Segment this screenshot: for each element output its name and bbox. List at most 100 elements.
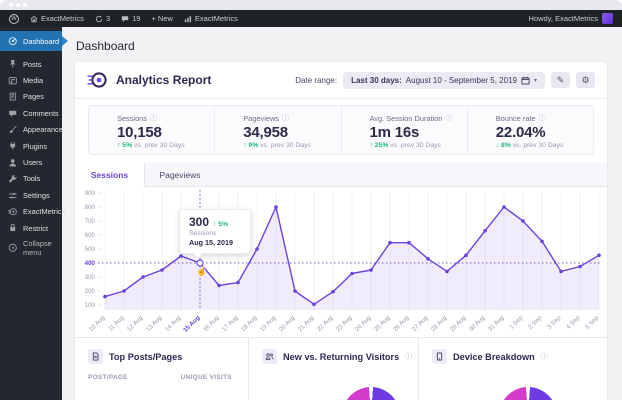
widget-title: Top Posts/Pages [109,351,183,362]
svg-text:26 Aug: 26 Aug [392,314,411,333]
sidebar-item-label: Collapse menu [23,238,52,257]
svg-text:800: 800 [85,204,96,211]
edit-report-button[interactable]: ✎ [551,72,570,88]
page-title: Dashboard [76,39,135,53]
tab-pageviews[interactable]: Pageviews [159,169,201,180]
info-icon[interactable]: ⓘ [538,115,546,122]
svg-text:100: 100 [85,302,96,309]
tooltip-delta: 5% [218,221,229,228]
sidebar-item-label: ExactMetrics [23,207,66,217]
sidebar-item-label: Plugins [23,141,48,151]
new-label: + New [151,14,173,23]
info-icon[interactable]: ⓘ [445,115,453,122]
svg-text:14 Aug: 14 Aug [164,314,183,333]
info-icon[interactable]: ⓘ [405,353,413,361]
comments-menu[interactable]: 19 [121,14,140,23]
exactmetrics-toolbar-menu[interactable]: ExactMetrics [184,14,238,23]
new-vs-returning-pie-chart[interactable] [342,387,400,400]
stat-sessions: Sessions ⓘ 10,158 ↑ 5% vs. prev 30 Days [89,106,214,154]
column-header-post-page: POST/PAGE [88,374,128,381]
sidebar-item-collapse-menu[interactable]: Collapse menu [0,238,62,257]
comments-icon [7,109,18,119]
svg-text:16 Aug: 16 Aug [202,314,221,333]
sidebar-item-posts[interactable]: Posts [0,56,62,72]
sidebar-item-appearance[interactable]: Appearance [0,122,63,138]
calendar-icon [521,76,530,85]
info-icon[interactable]: ⓘ [150,115,157,122]
stat-delta: 8% [501,142,511,149]
date-range-preset: Last 30 days: [351,75,402,85]
sidebar-item-exactmetrics[interactable]: ExactMetrics [0,204,66,220]
stat-delta-suffix: vs. prev 30 Days [390,142,441,149]
wp-admin-bar: W ExactMetrics 3 19 + New ExactMetrics H… [0,10,622,27]
svg-text:30 Aug: 30 Aug [468,314,487,333]
svg-text:17 Aug: 17 Aug [221,314,240,333]
sidebar-item-dashboard[interactable]: Dashboard [0,31,68,51]
window-control-icon[interactable] [16,3,20,7]
sidebar-item-label: Comments [23,108,59,118]
date-range-picker[interactable]: Last 30 days: August 10 - September 5, 2… [343,71,545,89]
appearance-icon [7,125,18,135]
date-range-value: August 10 - September 5, 2019 [405,75,517,85]
sidebar-item-label: Appearance [23,125,63,135]
overview-stats: Sessions ⓘ 10,158 ↑ 5% vs. prev 30 Days P… [75,99,607,163]
svg-text:1 Sep: 1 Sep [508,314,525,331]
window-control-icon[interactable] [23,3,27,7]
info-icon[interactable]: ⓘ [540,353,548,361]
report-header: Analytics Report Date range: Last 30 day… [75,62,607,99]
chart-canvas[interactable]: 900 800 700 600 500 400 300 200 100 10 Aug 11 Aug 1… [75,187,607,337]
stat-label: Avg. Session Duration [369,113,443,123]
sidebar-item-plugins[interactable]: Plugins [0,138,62,154]
svg-text:13 Aug: 13 Aug [145,314,164,333]
window-control-icon[interactable] [9,3,13,7]
tab-sessions[interactable]: Sessions [75,163,145,187]
sidebar-item-tools[interactable]: Tools [0,171,62,187]
sidebar-item-settings[interactable]: Settings [0,187,62,203]
gear-icon: ⚙ [581,74,590,85]
new-vs-returning-card: New vs. Returning Visitors ⓘ [248,338,418,400]
device-icon [432,349,447,364]
device-breakdown-pie-chart[interactable] [499,387,557,400]
sidebar-item-restrict[interactable]: Restrict [0,220,62,236]
stat-value: 1m 16s [369,124,420,141]
stat-delta: 9% [248,142,259,149]
stat-delta: 5% [122,142,133,149]
tools-icon [7,174,18,184]
svg-text:12 Aug: 12 Aug [126,314,145,333]
user-avatar[interactable] [602,13,613,24]
report-title: Analytics Report [116,73,212,87]
sidebar-item-pages[interactable]: Pages [0,89,62,105]
svg-text:21 Aug: 21 Aug [297,314,316,333]
sessions-line-chart[interactable]: 900 800 700 600 500 400 300 200 100 10 Aug 11 Aug 1… [75,187,607,337]
sidebar-item-media[interactable]: Media [0,72,62,88]
svg-text:200: 200 [85,288,96,295]
report-settings-button[interactable]: ⚙ [576,72,595,88]
svg-text:20 Aug: 20 Aug [278,314,297,333]
svg-text:15 Aug: 15 Aug [182,314,202,334]
users-icon [7,158,18,168]
media-icon [7,76,18,86]
svg-text:5 Sep: 5 Sep [584,314,601,331]
comments-count: 19 [132,14,141,23]
stat-label: Sessions [117,113,147,123]
trend-up-icon: ↑ [117,142,121,149]
sidebar-item-label: Pages [23,92,44,102]
svg-text:19 Aug: 19 Aug [259,314,278,333]
sidebar-item-comments[interactable]: Comments [0,105,62,121]
howdy-menu[interactable]: Howdy, ExactMetrics [529,14,598,23]
site-name-menu[interactable]: ExactMetrics [30,14,84,23]
info-icon[interactable]: ⓘ [282,115,289,122]
trend-down-icon: ↓ [495,142,500,149]
new-content-menu[interactable]: + New [151,14,172,23]
updates-menu[interactable]: 3 [95,14,110,23]
posts-icon [7,59,18,69]
device-breakdown-card: Device Breakdown ⓘ [418,338,607,400]
svg-text:3 Sep: 3 Sep [546,314,563,331]
trend-up-icon: ↑ [243,142,247,149]
svg-text:18 Aug: 18 Aug [240,314,259,333]
wp-logo-menu[interactable]: W [9,13,19,24]
plugins-icon [7,141,18,151]
sidebar-item-label: Dashboard [23,36,60,46]
sidebar-item-users[interactable]: Users [0,154,62,170]
tooltip-date: Aug 15, 2019 [189,238,233,247]
